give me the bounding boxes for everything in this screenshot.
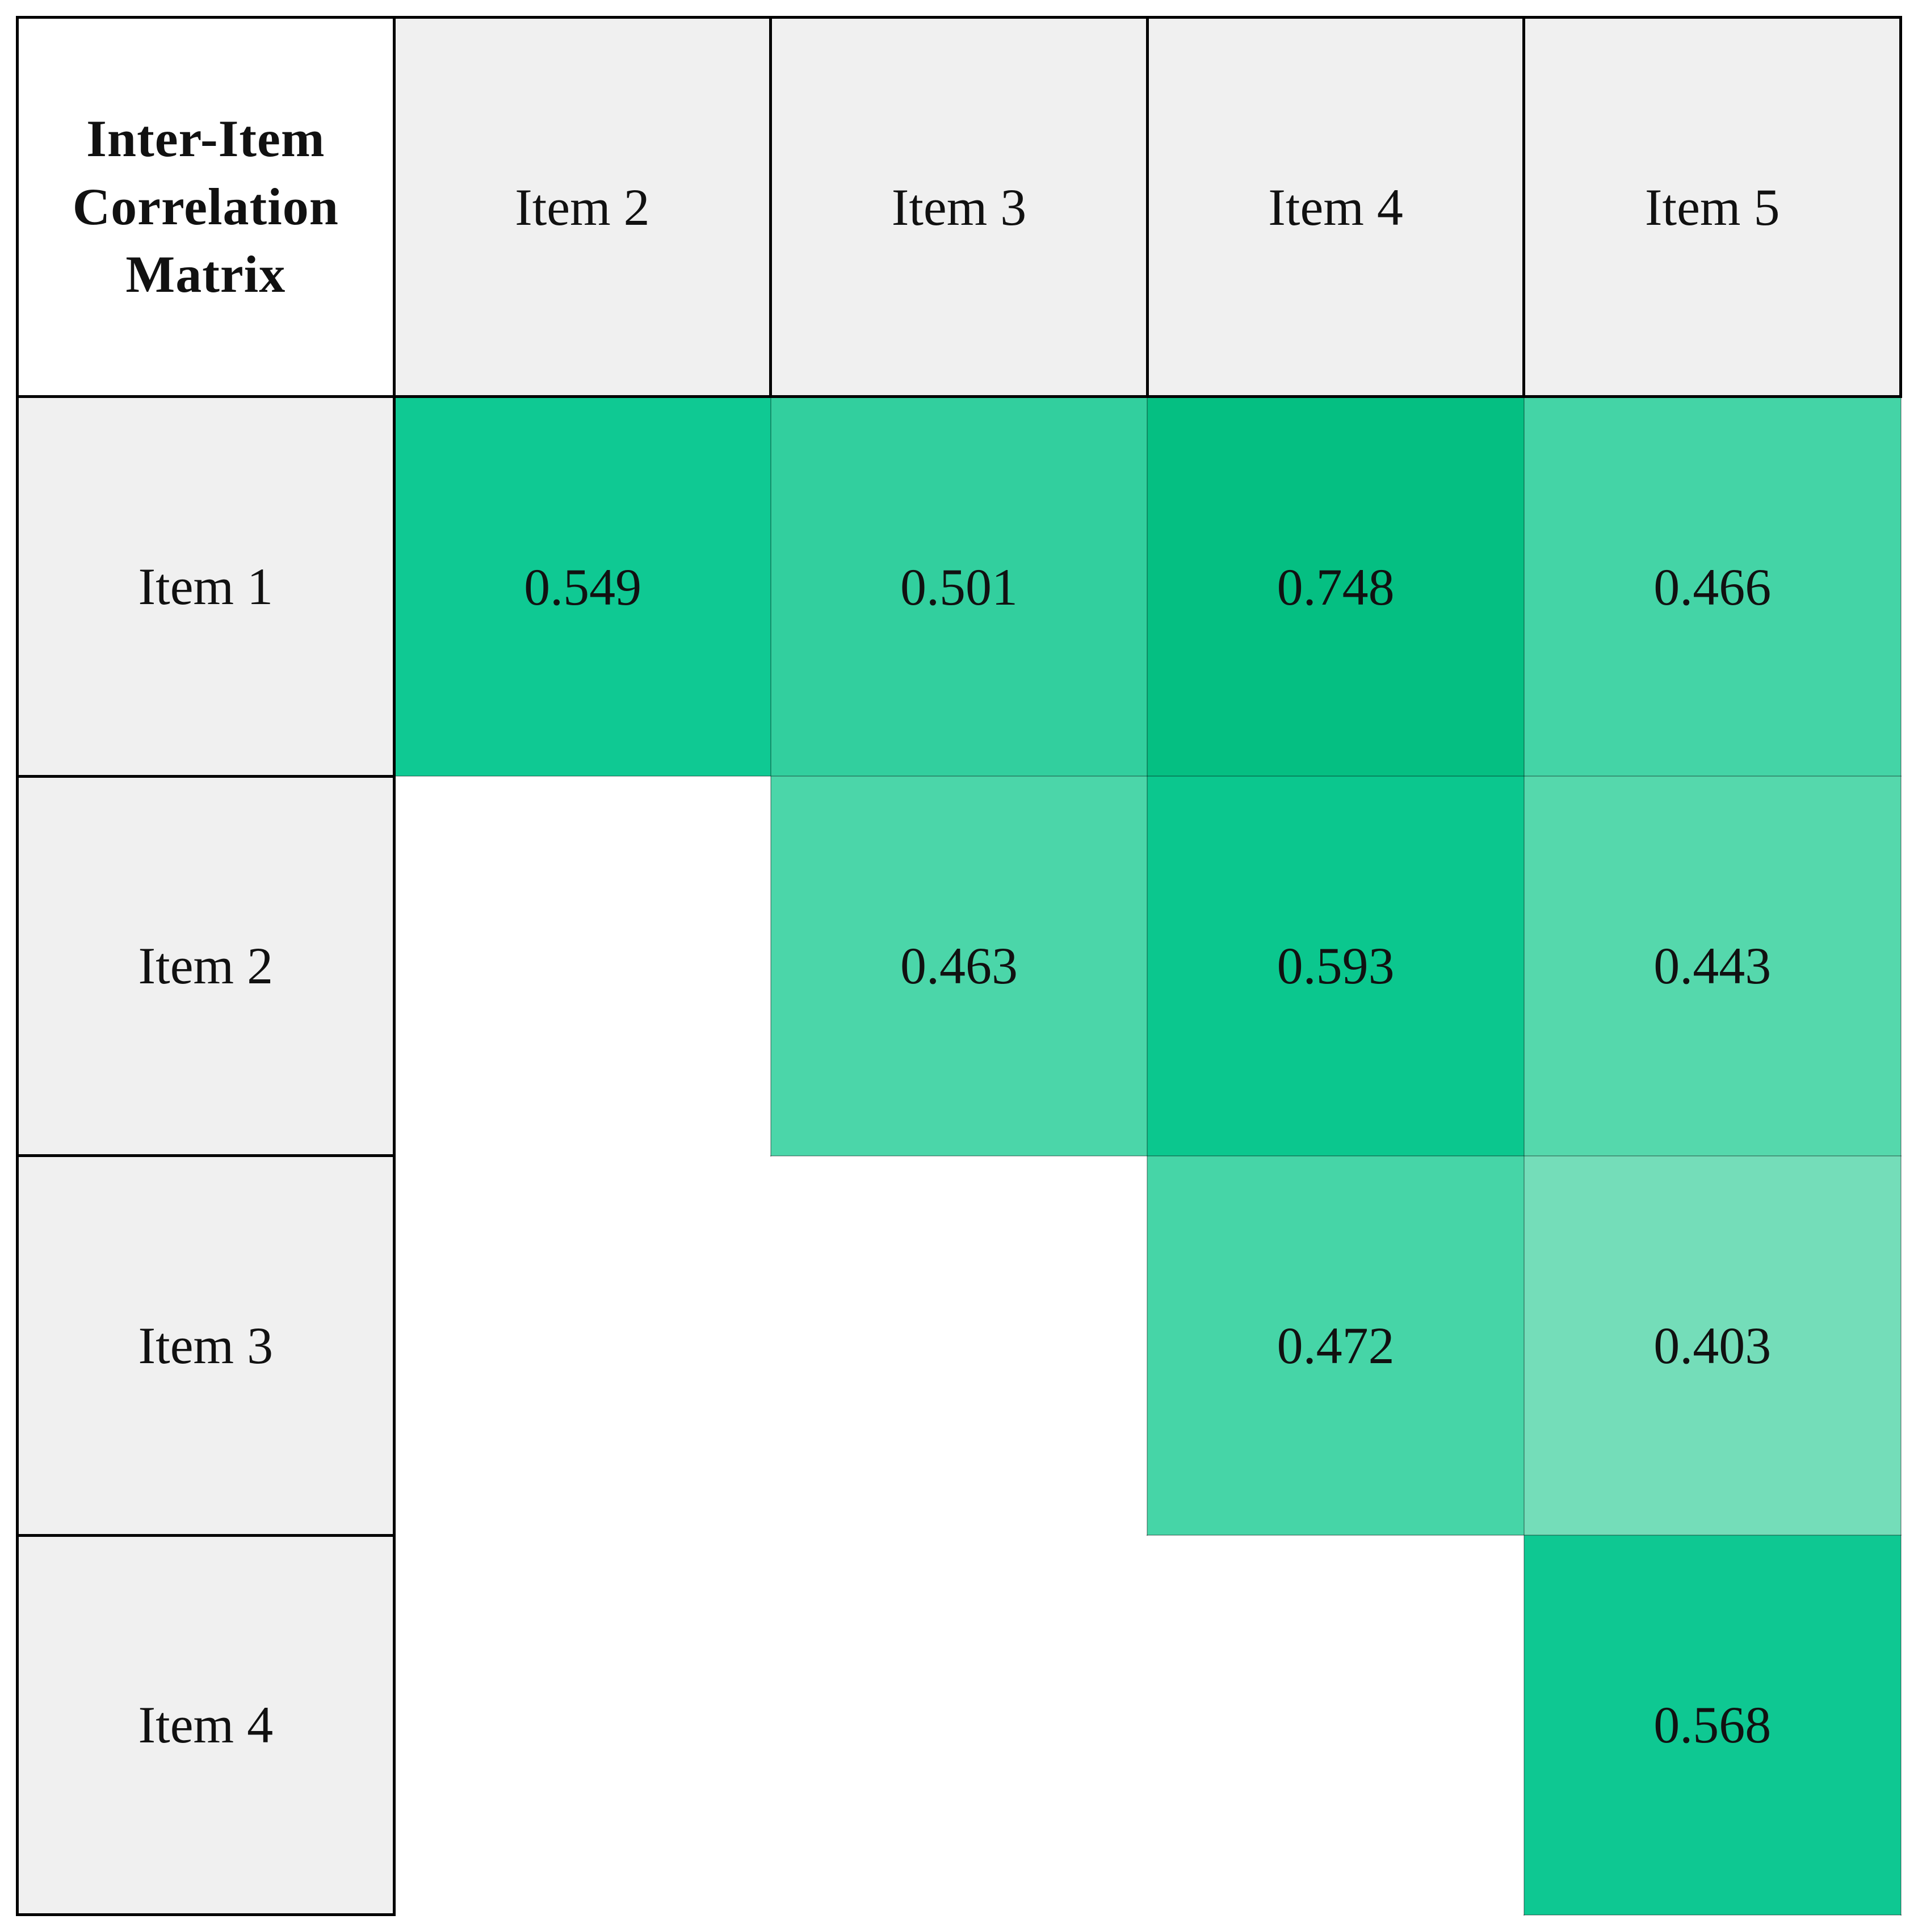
correlation-cell-item-2-x-item-3: 0.463 [770,776,1148,1156]
correlation-cell-item-3-x-item-4: 0.472 [1147,1155,1525,1536]
row-label-item-4: Item 4 [16,1533,396,1917]
correlation-cell-item-3-x-item-5: 0.403 [1523,1155,1902,1536]
matrix-row-item-1: Item 1 0.549 0.501 0.748 0.466 [16,395,1902,778]
correlation-cell-item-4-x-item-5: 0.568 [1523,1535,1902,1916]
matrix-row-item-3: Item 3 0.472 0.403 [16,1154,1902,1537]
matrix-row-item-2: Item 2 0.463 0.593 0.443 [16,774,1902,1158]
row-label-item-1: Item 1 [16,395,396,778]
correlation-cell-item-1-x-item-2: 0.549 [393,396,771,777]
row-label-item-2: Item 2 [16,774,396,1158]
empty-cell [394,776,771,1156]
correlation-cell-item-1-x-item-4: 0.748 [1147,396,1525,777]
col-header-item-3: Item 3 [769,15,1149,399]
col-header-item-5: Item 5 [1522,15,1902,399]
header-row: Inter-Item Correlation Matrix Item 2 Ite… [16,15,1902,399]
correlation-cell-item-2-x-item-4: 0.593 [1147,776,1525,1156]
empty-cell [394,1155,771,1536]
matrix-row-item-4: Item 4 0.568 [16,1533,1902,1917]
row-label-item-3: Item 3 [16,1154,396,1537]
correlation-matrix-table: Inter-Item Correlation Matrix Item 2 Ite… [16,15,1902,1917]
empty-cell [394,1535,771,1915]
col-header-item-4: Item 4 [1145,15,1526,399]
matrix-title: Inter-Item Correlation Matrix [16,15,396,399]
correlation-cell-item-1-x-item-5: 0.466 [1523,396,1902,777]
correlation-cell-item-2-x-item-5: 0.443 [1523,776,1902,1156]
empty-cell [770,1155,1148,1536]
empty-cell [770,1535,1148,1915]
col-header-item-2: Item 2 [392,15,773,399]
correlation-cell-item-1-x-item-3: 0.501 [770,396,1148,777]
empty-cell [1147,1535,1524,1915]
